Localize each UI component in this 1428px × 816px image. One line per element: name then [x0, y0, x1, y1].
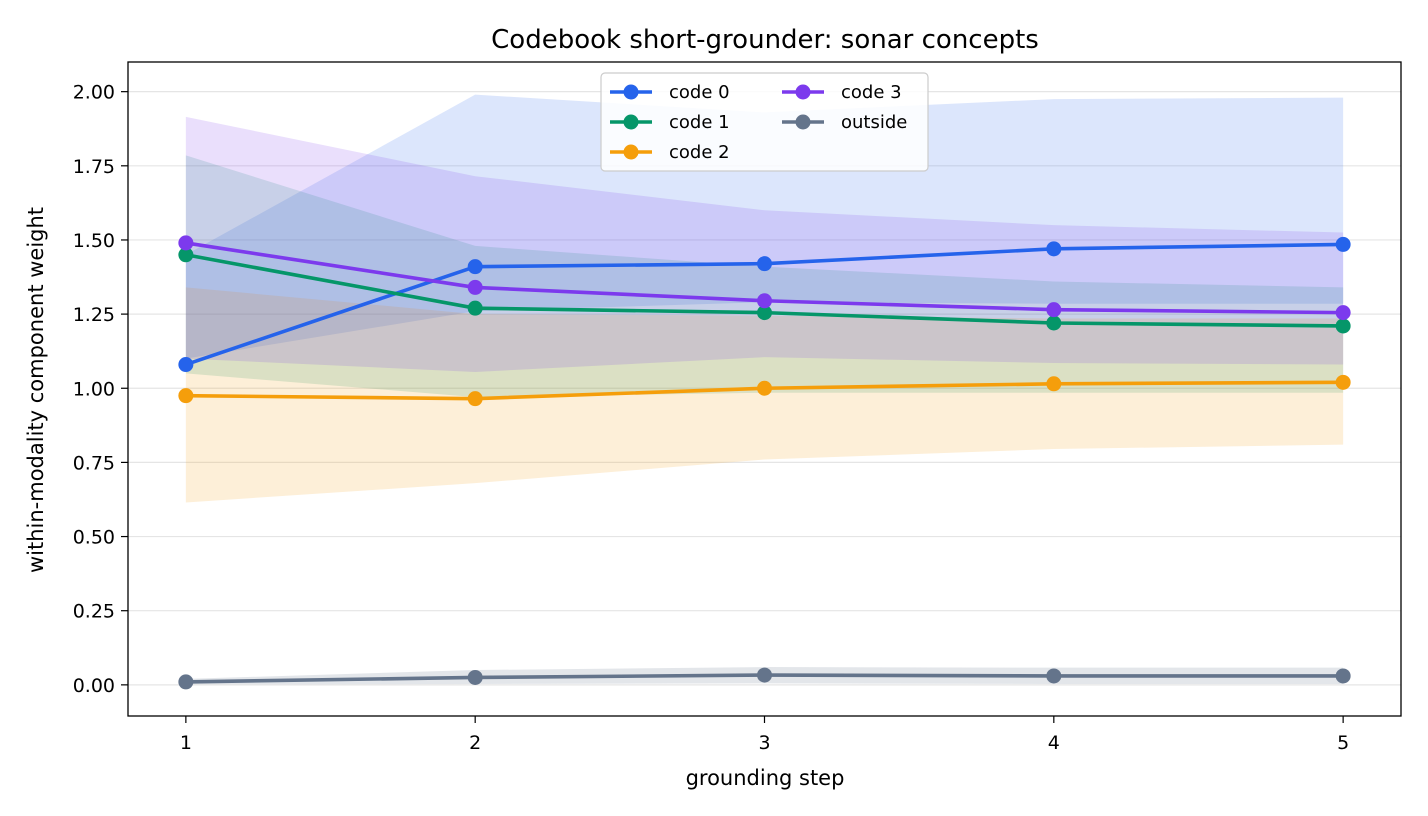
- series-markers: [178, 235, 1351, 690]
- point-code-2: [467, 391, 483, 407]
- point-code-1: [178, 247, 194, 263]
- legend-label-code-0: code 0: [669, 82, 730, 103]
- point-code-3: [757, 293, 772, 309]
- point-code-2: [1335, 374, 1351, 390]
- point-code-1: [467, 300, 483, 316]
- y-tick-label: 0.75: [73, 452, 115, 474]
- x-tick-label: 4: [1048, 732, 1060, 754]
- y-axis-label: within-modality component weight: [24, 207, 48, 573]
- legend-label-outside: outside: [841, 112, 907, 133]
- legend: code 0 code 1 code 2 code 3 outside: [600, 72, 929, 172]
- point-code-2: [757, 380, 772, 396]
- legend-label-code-2: code 2: [669, 142, 730, 163]
- y-axis-ticks: 0.00 0.25 0.50 0.75 1.00 1.25 1.50 1.75 2.00: [73, 82, 128, 697]
- y-tick-label: 0.25: [73, 601, 115, 623]
- point-code-1: [1335, 318, 1351, 334]
- y-tick-label: 1.00: [73, 378, 115, 400]
- y-tick-label: 1.25: [73, 304, 115, 326]
- legend-label-code-3: code 3: [841, 82, 902, 103]
- x-tick-label: 1: [180, 732, 192, 754]
- chart-title: Codebook short-grounder: sonar concepts: [491, 25, 1039, 55]
- point-code-1: [757, 305, 772, 321]
- y-tick-label: 2.00: [73, 82, 115, 104]
- x-tick-label: 2: [469, 732, 481, 754]
- point-code-3: [1046, 302, 1062, 318]
- band-code-1: [185, 155, 1344, 398]
- point-code-3: [178, 235, 194, 251]
- point-outside: [757, 667, 772, 683]
- point-code-2: [178, 388, 194, 404]
- x-tick-label: 5: [1337, 732, 1349, 754]
- legend-marker-code-0: [623, 84, 639, 100]
- point-outside: [467, 669, 483, 685]
- y-tick-label: 0.50: [73, 527, 115, 549]
- point-code-1: [1046, 315, 1062, 331]
- point-code-2: [1046, 376, 1062, 392]
- point-outside: [1335, 668, 1351, 684]
- legend-marker-outside: [795, 114, 811, 130]
- x-tick-label: 3: [758, 732, 770, 754]
- y-tick-label: 1.75: [73, 156, 115, 178]
- point-code-0: [757, 256, 772, 272]
- legend-marker-code-2: [623, 144, 639, 160]
- legend-box: [600, 72, 929, 172]
- point-code-3: [467, 279, 483, 295]
- point-code-0: [1046, 241, 1062, 257]
- point-outside: [178, 674, 194, 690]
- point-code-0: [467, 259, 483, 275]
- x-axis-ticks: 1 2 3 4 5: [180, 716, 1349, 754]
- x-axis-label: grounding step: [686, 766, 845, 790]
- legend-label-code-1: code 1: [669, 112, 730, 133]
- point-code-0: [178, 357, 194, 373]
- legend-marker-code-3: [795, 84, 811, 100]
- legend-marker-code-1: [623, 114, 639, 130]
- point-outside: [1046, 668, 1062, 684]
- y-tick-label: 0.00: [73, 675, 115, 697]
- point-code-0: [1335, 236, 1351, 252]
- y-tick-label: 1.50: [73, 230, 115, 252]
- point-code-3: [1335, 305, 1351, 321]
